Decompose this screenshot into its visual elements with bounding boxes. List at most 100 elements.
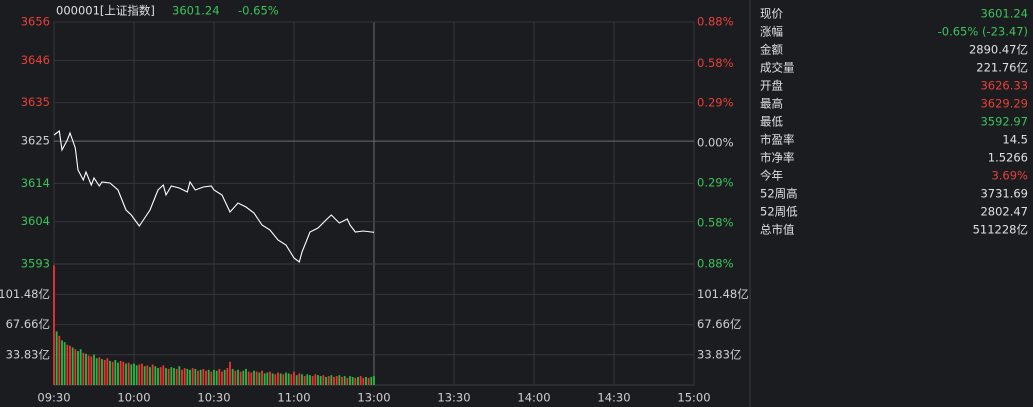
volume-bar [183,368,186,385]
volume-bar [194,368,197,385]
volume-bar [202,368,205,385]
quote-value: 3731.69 [980,187,1028,201]
quote-value: 3601.24 [980,7,1028,21]
volume-bar [130,364,133,385]
volume-bar [69,345,71,385]
x-tick-label: 11:00 [277,391,310,405]
volume-bar [301,374,303,385]
volume-bar [357,376,359,385]
quote-label: 现价 [760,7,783,21]
volume-bar [223,369,226,385]
volume-bar [245,368,247,385]
volume-bar [237,369,239,385]
index-name: 000001[上证指数] [56,4,155,18]
volume-bar [111,361,114,385]
y-tick-label: 3635 [21,95,50,109]
quote-value: 3629.29 [980,97,1028,111]
volume-bar [317,375,319,385]
volume-bar [85,353,87,385]
volume-bar [119,360,122,385]
volume-bar [274,374,277,385]
volume-bar [261,370,263,385]
volume-bar [53,265,55,385]
volume-bar [189,369,191,385]
quote-value: 3592.97 [980,115,1028,129]
volume-bar [373,376,375,385]
volume-bar [151,364,154,385]
y-tick-label: 3656 [21,15,50,29]
volume-bar [250,372,253,385]
y2-tick-label: 0.88% [697,15,734,29]
volume-bar [314,374,317,385]
volume-bar [306,374,309,385]
quote-label: 市盈率 [760,133,795,147]
volume-bar [63,342,66,385]
volume-bar [101,359,103,385]
volume-bar [74,349,77,385]
volume-bar [309,375,311,385]
volume-bar [127,362,130,385]
volume-bar [330,375,333,385]
y2-tick-label: 0.29% [697,96,734,110]
volume-bar [93,354,95,385]
quote-label: 52周低 [760,205,798,219]
volume-bar [213,369,215,385]
volume-bar [253,370,255,385]
volume-bar [181,369,183,385]
volume-bar [226,368,229,385]
volume-bar [114,359,117,385]
quote-value: 14.5 [1002,133,1028,147]
volume-bar [359,376,362,385]
volume-bar [319,376,322,385]
volume-bar [255,371,258,385]
quote-label: 市净率 [760,151,795,165]
volume-tick-label: 33.83亿 [6,347,50,361]
volume-bar [135,365,138,385]
x-tick-label: 13:30 [437,391,470,405]
volume-bar [157,368,159,385]
x-tick-label: 09:30 [37,391,70,405]
volume-bar [303,376,306,385]
volume-bar [242,370,245,385]
volume-bar [367,377,370,385]
x-tick-label: 10:30 [197,391,230,405]
volume-bar [133,363,135,385]
volume-bar [370,376,373,385]
volume-bar [218,368,221,385]
volume-bar [266,372,269,385]
volume-bar [327,376,330,385]
volume-tick-label: 101.48亿 [697,287,749,301]
quote-value: 3626.33 [980,79,1028,93]
last-price: 3601.24 [172,4,220,18]
change: -0.65% [238,4,279,18]
volume-bar [263,373,266,385]
volume-bar [197,370,199,385]
volume-bar [98,357,101,385]
volume-bar [125,363,127,385]
volume-bar [77,351,79,385]
volume-bar [186,368,189,385]
volume-bar [234,370,237,385]
quote-label: 金额 [760,43,783,57]
volume-bar [215,370,218,385]
volume-bar [290,374,293,385]
volume-bar [58,335,61,385]
quote-value: 221.76亿 [976,61,1028,75]
x-tick-label: 15:00 [677,391,710,405]
volume-bar [277,372,279,385]
volume-bar [335,376,338,385]
x-tick-label: 14:30 [597,391,630,405]
volume-bar [322,375,325,385]
volume-bar [362,377,365,385]
volume-bar [282,374,285,385]
volume-bar [346,377,349,385]
y2-tick-label: 0.88% [697,257,734,271]
volume-bar [311,376,314,385]
y-tick-label: 3614 [21,176,50,190]
volume-bar [167,368,170,385]
x-tick-label: 14:00 [517,391,550,405]
y-tick-label: 3604 [21,214,50,228]
y-tick-label: 3625 [21,134,50,148]
volume-bar [117,362,119,385]
